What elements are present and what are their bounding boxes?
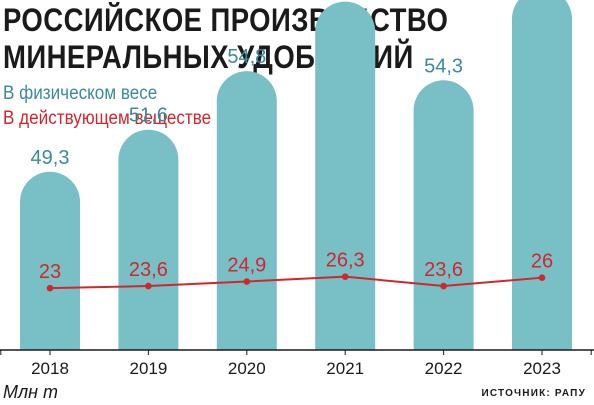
source-label: ИСТОЧНИК: РАПУ: [481, 388, 586, 399]
bar-value-label-2018: 49,3: [31, 147, 70, 169]
series-line-active-substance: [49, 275, 543, 290]
bar-value-label-2020: 54,8: [227, 46, 266, 68]
x-tick-label-2019: 2019: [129, 359, 167, 378]
line-point-2019: [145, 282, 152, 290]
legend-physical-weight: В физическом весе: [3, 83, 158, 104]
line-point-2022: [440, 282, 447, 290]
line-point-2020: [243, 278, 251, 285]
line-point-2021: [341, 273, 349, 280]
line-value-label-2020: 24,9: [227, 255, 266, 277]
legend-active-substance: В действующем веществе: [3, 108, 212, 129]
x-tick-label-2021: 2021: [326, 359, 364, 378]
x-tick-label-2018: 2018: [31, 359, 69, 378]
line-value-label-2021: 26,3: [326, 250, 365, 272]
bar-2020: [216, 71, 277, 350]
line-value-label-2023: 26: [531, 251, 553, 273]
line-point-2018: [46, 284, 54, 292]
unit-label: Млн т: [3, 382, 59, 402]
bar-value-label-2019: 51,6: [129, 105, 168, 127]
bar-2019: [118, 129, 179, 350]
bar-2018: [20, 171, 80, 350]
line-point-2023: [538, 274, 546, 281]
line-value-label-2018: 23: [39, 261, 61, 283]
line-value-label-2019: 23,6: [129, 259, 168, 281]
bar-2023: [512, 0, 572, 350]
x-tick-label-2022: 2022: [425, 359, 463, 378]
bar-2022: [413, 80, 474, 350]
x-tick-label-2020: 2020: [228, 359, 266, 378]
bar-value-label-2022: 54,3: [424, 55, 463, 77]
line-value-label-2022: 23,6: [424, 259, 463, 281]
bar-2021: [315, 1, 376, 351]
x-tick-label-2023: 2023: [523, 359, 561, 378]
